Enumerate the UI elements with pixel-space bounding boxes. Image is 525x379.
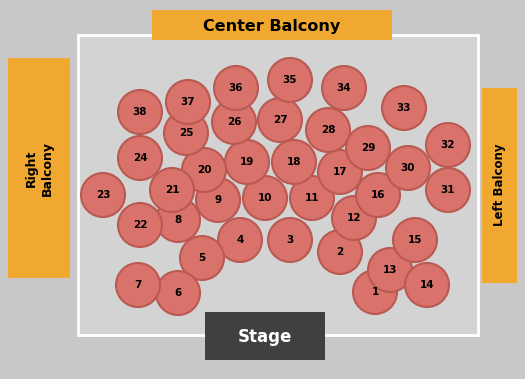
- Ellipse shape: [268, 218, 312, 262]
- Ellipse shape: [346, 126, 390, 170]
- Ellipse shape: [322, 66, 366, 110]
- Ellipse shape: [212, 100, 256, 144]
- Ellipse shape: [118, 90, 162, 134]
- Text: 13: 13: [383, 265, 397, 275]
- Text: 2: 2: [337, 247, 344, 257]
- Text: 10: 10: [258, 193, 272, 203]
- Text: 14: 14: [419, 280, 434, 290]
- Text: 17: 17: [333, 167, 348, 177]
- Text: 15: 15: [408, 235, 422, 245]
- Ellipse shape: [318, 150, 362, 194]
- Text: 26: 26: [227, 117, 242, 127]
- FancyBboxPatch shape: [205, 312, 325, 360]
- Text: 22: 22: [133, 220, 147, 230]
- Ellipse shape: [182, 148, 226, 192]
- Text: 24: 24: [133, 153, 148, 163]
- Text: 37: 37: [181, 97, 195, 107]
- Ellipse shape: [180, 236, 224, 280]
- Ellipse shape: [243, 176, 287, 220]
- Text: 28: 28: [321, 125, 335, 135]
- Text: 7: 7: [134, 280, 142, 290]
- Ellipse shape: [426, 123, 470, 167]
- Ellipse shape: [386, 146, 430, 190]
- Ellipse shape: [318, 230, 362, 274]
- Text: 4: 4: [236, 235, 244, 245]
- Ellipse shape: [225, 140, 269, 184]
- Ellipse shape: [332, 196, 376, 240]
- Ellipse shape: [272, 140, 316, 184]
- Ellipse shape: [81, 173, 125, 217]
- Ellipse shape: [290, 176, 334, 220]
- Text: 31: 31: [441, 185, 455, 195]
- Text: 9: 9: [214, 195, 222, 205]
- Text: 8: 8: [174, 215, 182, 225]
- Ellipse shape: [258, 98, 302, 142]
- Text: 20: 20: [197, 165, 211, 175]
- Text: 30: 30: [401, 163, 415, 173]
- Ellipse shape: [368, 248, 412, 292]
- Text: 21: 21: [165, 185, 179, 195]
- Ellipse shape: [166, 80, 210, 124]
- Ellipse shape: [116, 263, 160, 307]
- Text: 11: 11: [304, 193, 319, 203]
- Text: 19: 19: [240, 157, 254, 167]
- Ellipse shape: [353, 270, 397, 314]
- Ellipse shape: [196, 178, 240, 222]
- Text: 6: 6: [174, 288, 182, 298]
- FancyBboxPatch shape: [8, 58, 70, 278]
- Ellipse shape: [214, 66, 258, 110]
- Text: 38: 38: [133, 107, 147, 117]
- Text: Center Balcony: Center Balcony: [203, 19, 341, 33]
- Text: 27: 27: [272, 115, 287, 125]
- Text: 16: 16: [371, 190, 385, 200]
- FancyBboxPatch shape: [482, 88, 517, 283]
- Text: 34: 34: [337, 83, 351, 93]
- Text: 18: 18: [287, 157, 301, 167]
- FancyBboxPatch shape: [78, 35, 478, 335]
- Ellipse shape: [118, 203, 162, 247]
- Ellipse shape: [405, 263, 449, 307]
- Text: 33: 33: [397, 103, 411, 113]
- Text: 29: 29: [361, 143, 375, 153]
- Ellipse shape: [156, 198, 200, 242]
- Ellipse shape: [156, 271, 200, 315]
- Ellipse shape: [118, 136, 162, 180]
- Text: 25: 25: [178, 128, 193, 138]
- Ellipse shape: [356, 173, 400, 217]
- Text: Left Balcony: Left Balcony: [492, 144, 506, 226]
- Ellipse shape: [382, 86, 426, 130]
- Ellipse shape: [393, 218, 437, 262]
- Text: 32: 32: [441, 140, 455, 150]
- Text: 35: 35: [283, 75, 297, 85]
- FancyBboxPatch shape: [152, 10, 392, 40]
- Ellipse shape: [268, 58, 312, 102]
- Text: 36: 36: [229, 83, 243, 93]
- Ellipse shape: [164, 111, 208, 155]
- Text: 5: 5: [198, 253, 206, 263]
- Text: Stage: Stage: [238, 328, 292, 346]
- Ellipse shape: [426, 168, 470, 212]
- Text: Right
Balcony: Right Balcony: [25, 141, 54, 196]
- Ellipse shape: [306, 108, 350, 152]
- Text: 1: 1: [371, 287, 379, 297]
- Ellipse shape: [150, 168, 194, 212]
- Text: 23: 23: [96, 190, 110, 200]
- Text: 12: 12: [346, 213, 361, 223]
- Ellipse shape: [218, 218, 262, 262]
- Text: 3: 3: [286, 235, 293, 245]
